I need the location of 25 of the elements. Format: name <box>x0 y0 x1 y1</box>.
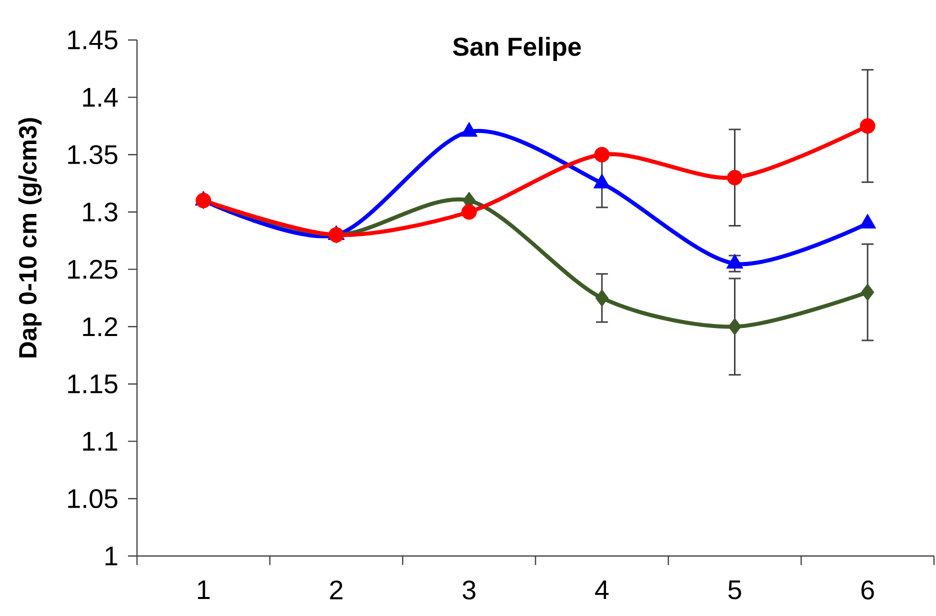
y-axis-title: Dap 0-10 cm (g/cm3) <box>18 118 42 358</box>
point <box>860 284 874 302</box>
x-tick-label: 2 <box>330 580 342 600</box>
y-tick-label: 1.1 <box>83 432 118 451</box>
point <box>595 289 609 307</box>
point <box>594 146 610 162</box>
x-tick-label: 5 <box>728 580 742 600</box>
x-tick-label: 1 <box>198 580 210 600</box>
x-tick-label: 4 <box>595 580 609 600</box>
y-tick-label: 1.2 <box>83 317 118 336</box>
chart-title: San Felipe <box>452 36 581 62</box>
y-tick-label: 1 <box>106 546 118 566</box>
y-tick-label: 1.35 <box>68 145 118 164</box>
point <box>727 170 743 186</box>
y-tick-label: 1.15 <box>68 374 118 394</box>
y-tick-label: 1.4 <box>83 88 118 107</box>
point <box>728 318 742 336</box>
x-tick-label: 6 <box>861 580 874 600</box>
y-tick-label: 1.25 <box>68 260 118 279</box>
y-tick-label: 1.45 <box>68 30 118 50</box>
y-tick-label: 1.05 <box>68 489 118 508</box>
x-tick-label: 3 <box>462 580 476 600</box>
point <box>860 118 876 134</box>
point <box>461 204 477 220</box>
y-tick-label: 1.3 <box>83 202 118 222</box>
